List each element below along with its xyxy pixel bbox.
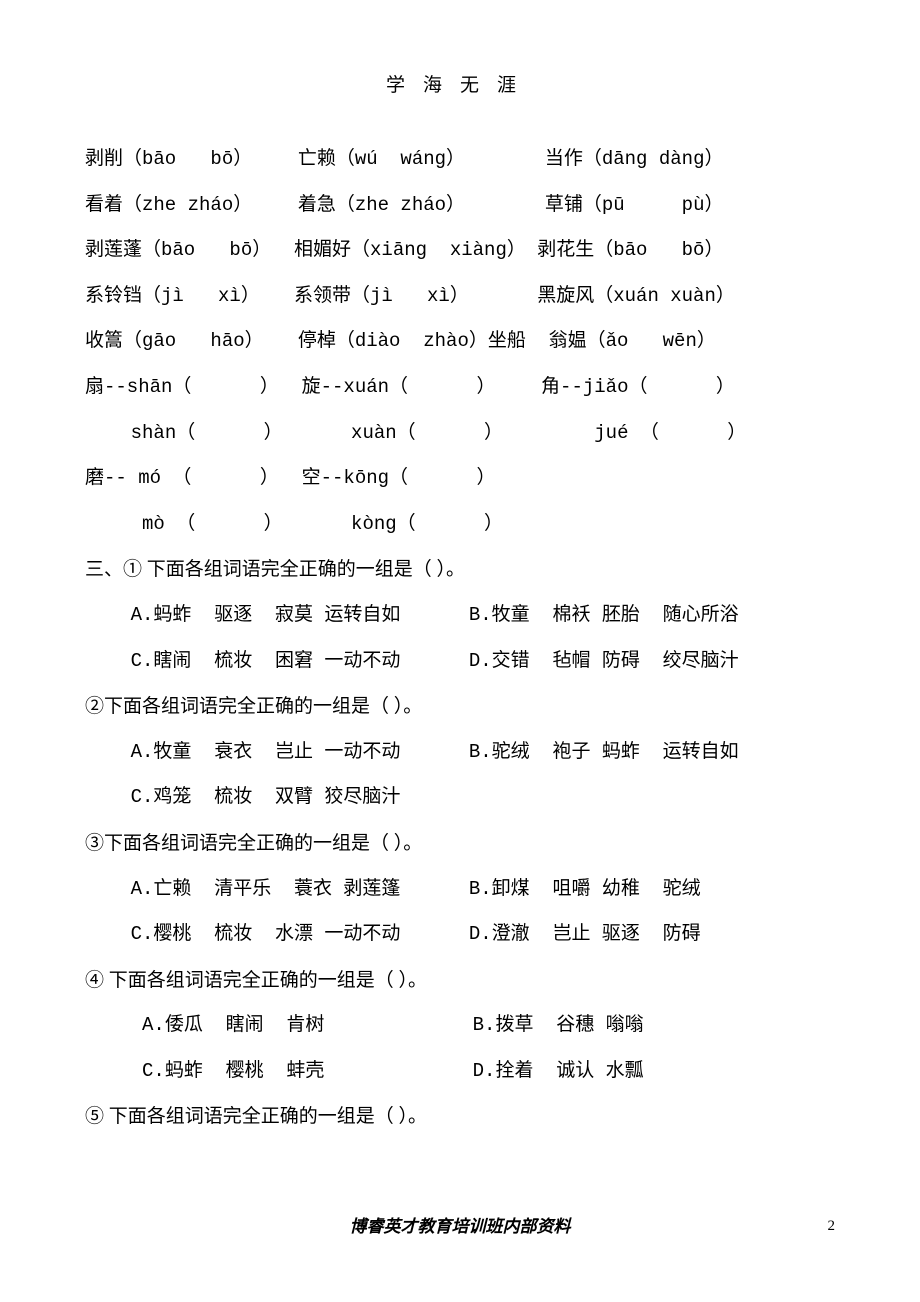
option-line: C.鸡笼 梳妆 双臂 狡尽脑汁 xyxy=(85,775,835,821)
question-3-4: ④ 下面各组词语完全正确的一组是（ ）。 A.倭瓜 瞎闹 肯树 B.拨草 谷穗 … xyxy=(85,958,835,1095)
option-line: A.蚂蚱 驱逐 寂莫 运转自如 B.牧童 棉袄 胚胎 随心所浴 xyxy=(85,593,835,639)
question-3-2: ②下面各组词语完全正确的一组是（ ）。 A.牧童 衰衣 岂止 一动不动 B.驼绒… xyxy=(85,684,835,821)
pinyin-section: 剥削（bāo bō） 亡赖（wú wáng） 当作（dāng dàng） 看着（… xyxy=(85,137,835,547)
option-line: C.樱桃 梳妆 水漂 一动不动 D.澄澈 岂止 驱逐 防碍 xyxy=(85,912,835,958)
text-line: 磨-- mó （ ） 空--kōng（ ） xyxy=(85,456,835,502)
document-page: 学海无涯 剥削（bāo bō） 亡赖（wú wáng） 当作（dāng dàng… xyxy=(0,0,920,1200)
option-line: C.瞎闹 梳妆 困窘 一动不动 D.交错 毡帽 防碍 绞尽脑汁 xyxy=(85,639,835,685)
question-title: ④ 下面各组词语完全正确的一组是（ ）。 xyxy=(85,958,835,1004)
question-3-1: 三、① 下面各组词语完全正确的一组是（ ）。 A.蚂蚱 驱逐 寂莫 运转自如 B… xyxy=(85,547,835,684)
page-header: 学海无涯 xyxy=(85,70,835,97)
text-line: 剥莲蓬（bāo bō） 相媚好（xiāng xiàng） 剥花生（bāo bō） xyxy=(85,228,835,274)
option-line: A.倭瓜 瞎闹 肯树 B.拨草 谷穗 嗡嗡 xyxy=(85,1003,835,1049)
question-3-5: ⑤ 下面各组词语完全正确的一组是（ ）。 xyxy=(85,1094,835,1140)
text-line: 看着（zhe zháo） 着急（zhe zháo） 草铺（pū pù） xyxy=(85,183,835,229)
text-line: 系铃铛（jì xì） 系领带（jì xì） 黑旋风（xuán xuàn） xyxy=(85,274,835,320)
question-title: ②下面各组词语完全正确的一组是（ ）。 xyxy=(85,684,835,730)
question-title: ⑤ 下面各组词语完全正确的一组是（ ）。 xyxy=(85,1094,835,1140)
option-line: A.亡赖 清平乐 蓑衣 剥莲篷 B.卸煤 咀嚼 幼稚 驼绒 xyxy=(85,867,835,913)
question-3-3: ③下面各组词语完全正确的一组是（ ）。 A.亡赖 清平乐 蓑衣 剥莲篷 B.卸煤… xyxy=(85,821,835,958)
text-line: 收篙（gāo hāo） 停棹（diào zhào）坐船 翁媪（ǎo wēn） xyxy=(85,319,835,365)
option-line: A.牧童 衰衣 岂止 一动不动 B.驼绒 袍子 蚂蚱 运转自如 xyxy=(85,730,835,776)
text-line: 剥削（bāo bō） 亡赖（wú wáng） 当作（dāng dàng） xyxy=(85,137,835,183)
question-title: ③下面各组词语完全正确的一组是（ ）。 xyxy=(85,821,835,867)
text-line: mò （ ） kòng（ ） xyxy=(85,502,835,548)
question-title: 三、① 下面各组词语完全正确的一组是（ ）。 xyxy=(85,547,835,593)
page-footer: 博睿英才教育培训班内部资料 xyxy=(0,1212,920,1237)
text-line: 扇--shān（ ） 旋--xuán（ ） 角--jiǎo（ ） xyxy=(85,365,835,411)
text-line: shàn（ ） xuàn（ ） jué （ ） xyxy=(85,411,835,457)
page-number: 2 xyxy=(828,1218,836,1235)
option-line: C.蚂蚱 樱桃 蚌壳 D.拴着 诚认 水瓢 xyxy=(85,1049,835,1095)
